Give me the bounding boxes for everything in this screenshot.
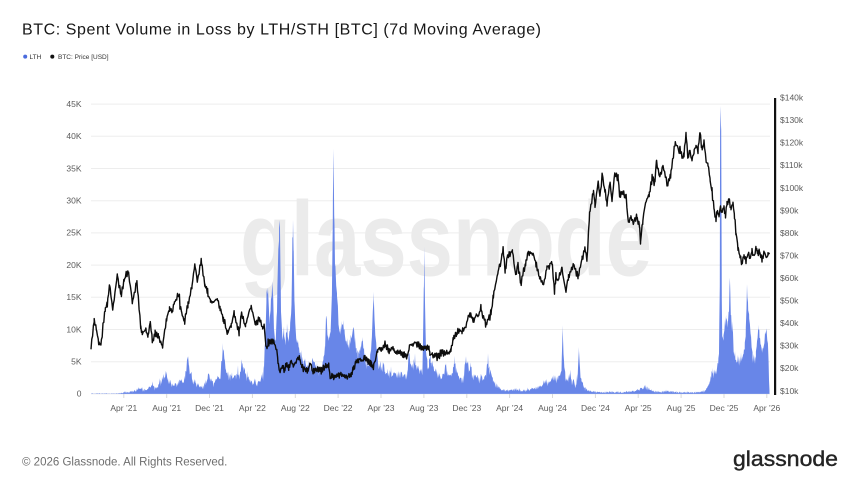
svg-text:25K: 25K <box>66 228 81 238</box>
svg-text:Dec ’25: Dec ’25 <box>710 403 739 413</box>
svg-text:$110k: $110k <box>780 160 803 170</box>
svg-text:Apr ’24: Apr ’24 <box>496 403 523 413</box>
svg-text:$90k: $90k <box>780 205 799 215</box>
svg-text:Aug ’25: Aug ’25 <box>667 403 696 413</box>
svg-text:$50k: $50k <box>780 296 799 306</box>
svg-text:$30k: $30k <box>780 341 799 351</box>
svg-text:© 2026 Glassnode. All Rights R: © 2026 Glassnode. All Rights Reserved. <box>22 457 227 469</box>
svg-text:Apr ’25: Apr ’25 <box>625 403 652 413</box>
svg-text:Dec ’23: Dec ’23 <box>452 403 481 413</box>
svg-text:40K: 40K <box>66 131 81 141</box>
svg-text:$20k: $20k <box>780 363 799 373</box>
svg-text:$130k: $130k <box>780 115 804 125</box>
svg-text:$140k: $140k <box>780 93 804 103</box>
svg-text:Apr ’23: Apr ’23 <box>368 403 395 413</box>
svg-text:Aug ’22: Aug ’22 <box>281 403 310 413</box>
svg-text:glassnode: glassnode <box>733 447 838 471</box>
svg-text:$80k: $80k <box>780 228 799 238</box>
svg-text:$70k: $70k <box>780 250 799 260</box>
svg-text:$10k: $10k <box>780 386 799 396</box>
svg-text:Aug ’24: Aug ’24 <box>538 403 567 413</box>
svg-text:5K: 5K <box>71 357 82 367</box>
svg-text:BTC: Price [USD]: BTC: Price [USD] <box>58 54 109 61</box>
svg-text:glassnode: glassnode <box>240 181 652 299</box>
svg-text:10K: 10K <box>66 324 81 334</box>
svg-text:20K: 20K <box>66 260 81 270</box>
svg-text:$40k: $40k <box>780 318 799 328</box>
svg-text:45K: 45K <box>66 99 81 109</box>
svg-text:$60k: $60k <box>780 273 799 283</box>
svg-text:Apr ’26: Apr ’26 <box>753 403 780 413</box>
svg-text:Aug ’23: Aug ’23 <box>409 403 438 413</box>
svg-text:$120k: $120k <box>780 138 804 148</box>
svg-text:$100k: $100k <box>780 183 804 193</box>
svg-text:Apr ’21: Apr ’21 <box>110 403 137 413</box>
svg-text:Dec ’21: Dec ’21 <box>195 403 224 413</box>
svg-text:Dec ’24: Dec ’24 <box>581 403 610 413</box>
svg-text:Apr ’22: Apr ’22 <box>239 403 266 413</box>
svg-text:0: 0 <box>77 389 82 399</box>
svg-text:15K: 15K <box>66 292 81 302</box>
svg-text:BTC: Spent Volume in Loss by L: BTC: Spent Volume in Loss by LTH/STH [BT… <box>22 21 541 38</box>
svg-text:Dec ’22: Dec ’22 <box>324 403 353 413</box>
svg-text:LTH: LTH <box>30 54 42 61</box>
svg-text:30K: 30K <box>66 196 81 206</box>
svg-text:35K: 35K <box>66 163 81 173</box>
svg-text:Aug ’21: Aug ’21 <box>152 403 181 413</box>
